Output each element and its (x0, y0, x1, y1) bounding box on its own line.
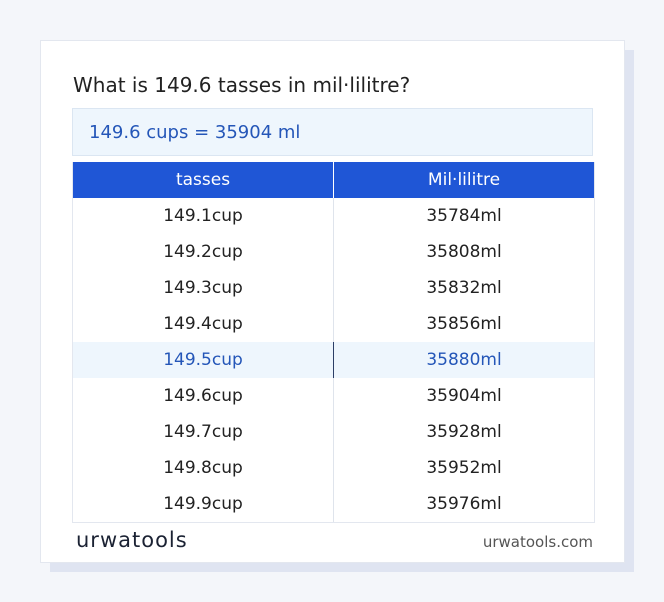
table-cell: 35880ml (426, 350, 502, 370)
table-cell: 149.5cup (73, 342, 334, 378)
table-cell: 149.3cup (73, 270, 334, 306)
table-cell: 149.7cup (73, 414, 334, 450)
table: tasses Mil·lilitre 149.1cup 35784ml 149.2cup… (72, 162, 595, 523)
table-row: 149.7cup 35928ml (73, 414, 594, 450)
table-cell: 149.4cup (73, 306, 334, 342)
table-row: 149.1cup 35784ml (73, 198, 594, 234)
logo[interactable]: urwatools (76, 528, 188, 552)
card: What is 149.6 tasses in mil·lilitre? 149… (40, 40, 625, 563)
column-header: Mil·lilitre (427, 170, 501, 190)
table-cell: 149.6cup (73, 378, 334, 414)
table-cell: 149.1cup (73, 198, 334, 234)
table-row: 149.3cup 35832ml (73, 270, 594, 306)
header-row: tasses Mil·lilitre (73, 162, 594, 198)
table-row: 149.6cup 35904ml (73, 378, 594, 414)
table-row: 149.5cup 35880ml (73, 342, 594, 378)
table-cell: 35904ml (426, 386, 502, 406)
table-cell: 35856ml (426, 314, 502, 334)
table-cell: 35976ml (426, 494, 502, 514)
table-cell: 149.8cup (73, 450, 334, 486)
table-cell: 149.9cup (73, 486, 334, 522)
table-row: 149.2cup 35808ml (73, 234, 594, 270)
table-cell: 35928ml (426, 422, 502, 442)
url[interactable]: urwatools.com (482, 533, 593, 551)
result: 149.6 cups = 35904 ml (72, 108, 593, 156)
table-cell: 149.2cup (73, 234, 334, 270)
table-cell: 35784ml (426, 206, 502, 226)
column-header: tasses (73, 162, 334, 198)
table-cell: 35952ml (426, 458, 502, 478)
table-row: 149.8cup 35952ml (73, 450, 594, 486)
table-row: 149.9cup 35976ml (73, 486, 594, 522)
table-cell: 35832ml (426, 278, 502, 298)
title: What is 149.6 tasses in mil·lilitre? (73, 73, 411, 97)
table-row: 149.4cup 35856ml (73, 306, 594, 342)
table-cell: 35808ml (426, 242, 502, 262)
